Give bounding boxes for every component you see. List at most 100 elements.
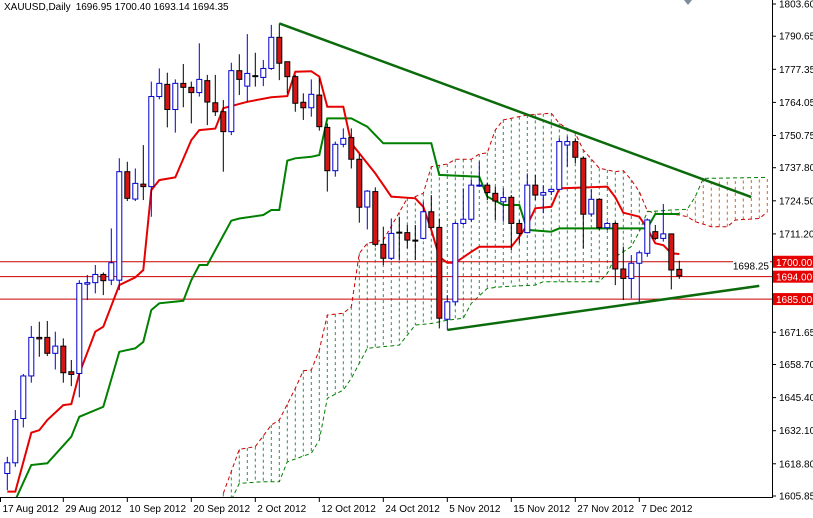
bear-candle xyxy=(100,272,107,296)
candle-body xyxy=(68,371,75,375)
candle-body xyxy=(196,78,203,94)
bear-candle xyxy=(60,338,67,383)
bear-candle xyxy=(44,320,51,357)
bear-candle xyxy=(676,260,683,279)
ohlc-values: 1696.95 1700.40 1693.14 1694.35 xyxy=(75,2,229,13)
tenkan-sen-line xyxy=(7,70,680,493)
candle-body xyxy=(92,273,99,284)
candle-body xyxy=(108,262,115,281)
bull-candle xyxy=(628,255,635,299)
candle-body xyxy=(36,336,43,340)
bull-candle xyxy=(524,173,531,234)
bull-candle xyxy=(228,62,235,136)
time-tick-label: 7 Dec 2012 xyxy=(641,504,693,515)
bull-candle xyxy=(268,24,275,70)
candle-body xyxy=(212,102,219,113)
bear-candle xyxy=(348,128,355,169)
candle-body xyxy=(572,141,579,158)
candle-body xyxy=(556,141,563,190)
bear-candle xyxy=(356,154,363,223)
level-price-tag xyxy=(773,270,813,283)
candle-body xyxy=(372,191,379,245)
candle-body xyxy=(308,93,315,109)
bear-candle xyxy=(484,182,491,201)
bear-candle xyxy=(652,224,659,241)
candle-body xyxy=(532,184,539,196)
candle-body xyxy=(332,143,339,172)
candle-body xyxy=(500,197,507,203)
bull-candle xyxy=(644,218,651,257)
candle-body xyxy=(180,82,187,88)
time-tick-label: 15 Nov 2012 xyxy=(513,504,570,515)
candle-body xyxy=(60,345,67,374)
bear-candle xyxy=(412,224,419,261)
senkou-span-a-line xyxy=(222,112,768,494)
candle-body xyxy=(292,76,299,104)
candle-body xyxy=(484,184,491,194)
bull-candle xyxy=(548,188,555,196)
candle-body xyxy=(396,231,403,234)
candle-body xyxy=(220,111,227,133)
time-tick-label: 24 Oct 2012 xyxy=(385,504,440,515)
candles xyxy=(4,23,683,491)
candle-body xyxy=(84,282,91,285)
candle-body xyxy=(548,188,555,193)
candle-body xyxy=(20,375,27,419)
candle-body xyxy=(268,36,275,69)
candle-body xyxy=(580,157,587,215)
candle-body xyxy=(356,158,363,208)
candle-body xyxy=(124,171,131,199)
candle-body xyxy=(148,96,155,188)
price-tick-label-backing xyxy=(733,260,770,273)
trendline[interactable] xyxy=(278,22,752,199)
bear-candle xyxy=(492,186,499,220)
chart-shift-marker-icon[interactable] xyxy=(684,0,692,5)
candle-body xyxy=(204,80,211,103)
bull-candle xyxy=(340,128,347,148)
level-price-label: 1694.00 xyxy=(776,273,813,284)
price-tick-label: 1711.20 xyxy=(779,229,813,240)
bear-candle xyxy=(284,61,291,94)
price-tick-label: 1790.65 xyxy=(779,32,813,43)
bear-candle xyxy=(180,63,187,108)
bull-candle xyxy=(52,331,59,370)
price-tick-label: 1803.60 xyxy=(779,0,813,11)
price-tick-label: 1698.25 xyxy=(733,262,770,273)
price-tick-label: 1724.50 xyxy=(779,196,813,207)
candle-body xyxy=(596,198,603,229)
candle-body xyxy=(44,336,51,354)
price-tick-label: 1658.70 xyxy=(779,360,813,371)
bear-candle xyxy=(140,145,147,201)
price-tick-label: 1737.80 xyxy=(779,163,813,174)
bull-candle xyxy=(420,201,427,240)
bear-candle xyxy=(380,226,387,265)
trendline[interactable] xyxy=(447,284,760,332)
candle-body xyxy=(564,141,571,146)
level-price-label: 1685.00 xyxy=(776,295,813,306)
candle-body xyxy=(508,196,515,224)
candle-body xyxy=(316,94,323,128)
bull-candle xyxy=(444,295,451,330)
candle-body xyxy=(452,222,459,303)
price-tick-label: 1750.75 xyxy=(779,131,813,142)
candle-body xyxy=(468,184,475,220)
candle-body xyxy=(652,231,659,239)
bull-candle xyxy=(556,138,563,191)
candle-body xyxy=(428,211,435,228)
bull-candle xyxy=(452,221,459,306)
time-tick-label: 10 Sep 2012 xyxy=(129,504,186,515)
bull-candle xyxy=(308,79,315,117)
bear-candle xyxy=(428,195,435,229)
bear-candle xyxy=(436,218,443,329)
candle-body xyxy=(52,345,59,354)
candle-body xyxy=(324,126,331,172)
bear-candle xyxy=(236,54,243,96)
candle-body xyxy=(588,198,595,215)
candle-body xyxy=(612,222,619,270)
bull-candle xyxy=(244,34,251,102)
candle-body xyxy=(388,232,395,259)
bull-candle xyxy=(588,189,595,217)
candle-body xyxy=(420,211,427,239)
